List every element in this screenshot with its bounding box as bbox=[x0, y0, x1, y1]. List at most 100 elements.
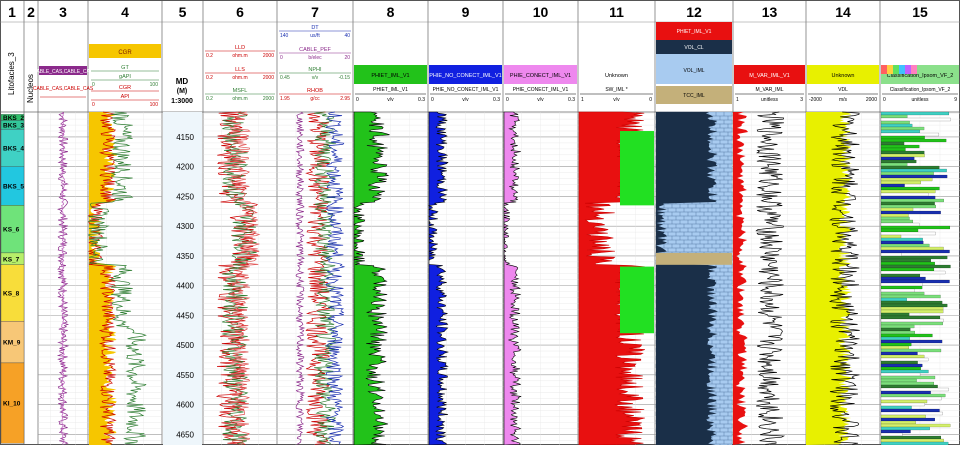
track15-class-band bbox=[880, 138, 947, 143]
zone-label-BKS_2: BKS_2 bbox=[3, 115, 24, 122]
track1-label: Litofacies_3 bbox=[7, 52, 16, 95]
track15-class-band bbox=[880, 189, 936, 194]
t6b-left: 0.2 bbox=[206, 75, 213, 81]
track8-fill-swatch bbox=[354, 65, 427, 84]
track13-curve-name: M_VAR_IML bbox=[756, 87, 784, 93]
track-number-6: 6 bbox=[236, 4, 244, 20]
t4c-curve-name: CGR bbox=[119, 85, 131, 91]
track15-class-band bbox=[880, 288, 915, 293]
track14-curve-name: VDL bbox=[838, 87, 848, 93]
track9-right: 0.3 bbox=[493, 97, 500, 103]
track7-nphi-curve bbox=[314, 111, 337, 445]
track13-left: 1 bbox=[736, 97, 739, 103]
depth-track-bg bbox=[163, 112, 202, 445]
zone-label-BKS_4: BKS_4 bbox=[3, 145, 24, 152]
track13-right: 3 bbox=[800, 97, 803, 103]
track8-fill-name: PHIET_IML_V1 bbox=[371, 73, 409, 79]
depth-4200: 4200 bbox=[176, 163, 194, 172]
track15-class-band bbox=[880, 132, 940, 137]
track15-class-band bbox=[880, 342, 912, 347]
track15-swatch-1 bbox=[887, 65, 893, 74]
track15-class-band bbox=[880, 234, 902, 239]
depth-4650: 4650 bbox=[176, 430, 194, 439]
track15-class-band bbox=[880, 180, 921, 185]
track13-fill-name: M_VAR_IML_V1 bbox=[749, 73, 790, 79]
zone-label-KS_7: KS_7 bbox=[3, 256, 20, 263]
track4-cgr-curve bbox=[87, 111, 117, 445]
track3-curve: CABLE_CAS,CABLE_CAS bbox=[33, 69, 94, 75]
track9-unit: v/v bbox=[462, 97, 469, 103]
track15-class-band bbox=[880, 141, 905, 146]
track15-class-band bbox=[880, 327, 911, 332]
t4d-right: 100 bbox=[150, 102, 159, 108]
t7b-left: 0 bbox=[280, 55, 283, 61]
track15-class-band bbox=[880, 417, 935, 422]
track14-fill-name: Unknown bbox=[832, 73, 855, 79]
t7a-left: 140 bbox=[280, 33, 289, 39]
track10-unit: v/v bbox=[537, 97, 544, 103]
track15-class-band bbox=[880, 438, 944, 443]
t7a-curve-name: DT bbox=[311, 25, 319, 31]
depth-4300: 4300 bbox=[176, 222, 194, 231]
track12-clay-fill bbox=[656, 112, 718, 445]
track15-class-band bbox=[880, 375, 936, 380]
track13-fill-swatch bbox=[734, 65, 805, 84]
zone-label-KS_8: KS_8 bbox=[3, 291, 20, 298]
track15-class-band bbox=[880, 420, 916, 425]
track11-unknown-fill bbox=[620, 131, 654, 206]
track-number-4: 4 bbox=[121, 4, 129, 20]
track15-class-band bbox=[880, 210, 941, 215]
track-number-11: 11 bbox=[609, 4, 624, 20]
depth-4550: 4550 bbox=[176, 371, 194, 380]
track15-class-band bbox=[880, 168, 947, 173]
depth-4250: 4250 bbox=[176, 192, 194, 201]
track14-left: -2000 bbox=[809, 97, 822, 103]
t6a-curve-name: LLD bbox=[235, 45, 245, 51]
track15-class-band bbox=[880, 147, 906, 152]
t4a-curve-name: GT bbox=[121, 65, 129, 71]
track8-phiet-fill bbox=[352, 111, 390, 446]
track15-class-band bbox=[880, 120, 910, 125]
track15-class-band bbox=[880, 216, 910, 221]
track15-class-band bbox=[880, 324, 915, 329]
track15-curve-name: Classification_Ipsom_VF_2 bbox=[890, 87, 951, 93]
track15-class-band bbox=[880, 390, 931, 395]
track-number-3: 3 bbox=[59, 4, 67, 20]
track14-right: 2000 bbox=[866, 97, 877, 103]
zone-label-BKS_3: BKS_3 bbox=[3, 122, 24, 129]
depth-4500: 4500 bbox=[176, 341, 194, 350]
track-number-7: 7 bbox=[311, 4, 319, 20]
track12-fill-4 bbox=[656, 86, 732, 104]
track15-class-band bbox=[880, 192, 929, 197]
track15-class-band bbox=[880, 381, 935, 386]
track15-class-band bbox=[880, 333, 933, 338]
track15-class-band bbox=[880, 144, 920, 149]
track15-class-band bbox=[880, 408, 940, 413]
md-scale: 1:3000 bbox=[171, 98, 193, 105]
track10-right: 0.3 bbox=[568, 97, 575, 103]
track4-cgr-swatch bbox=[89, 44, 161, 58]
track15-class-band bbox=[880, 411, 943, 416]
t6b-right: 2000 bbox=[263, 75, 274, 81]
track8-unit: v/v bbox=[387, 97, 394, 103]
track15-class-band bbox=[880, 207, 914, 212]
track15-class-band bbox=[880, 399, 928, 404]
track15-class-band bbox=[880, 396, 942, 401]
track15-class-band bbox=[880, 255, 948, 260]
track3-fill-swatch bbox=[39, 66, 87, 75]
track-number-5: 5 bbox=[179, 4, 187, 20]
track15-unit: unitless bbox=[912, 97, 929, 103]
track9-curve-name: PHIE_NO_CONECT_IML_V1 bbox=[433, 87, 499, 93]
t6c-right: 2000 bbox=[263, 96, 274, 102]
track15-class-band bbox=[880, 162, 908, 167]
track15-class-band bbox=[880, 360, 918, 365]
track15-class-band bbox=[880, 114, 908, 119]
md-label: MD bbox=[176, 77, 189, 86]
track7-dt-curve bbox=[324, 111, 346, 445]
track15-class-band bbox=[880, 276, 926, 281]
track15-class-band bbox=[880, 402, 925, 407]
track12-name-2: VOL_CL bbox=[684, 45, 703, 51]
track15-class-band bbox=[880, 405, 912, 410]
track11-fill-swatch bbox=[579, 65, 654, 84]
track4-cgr-fill bbox=[89, 112, 117, 445]
